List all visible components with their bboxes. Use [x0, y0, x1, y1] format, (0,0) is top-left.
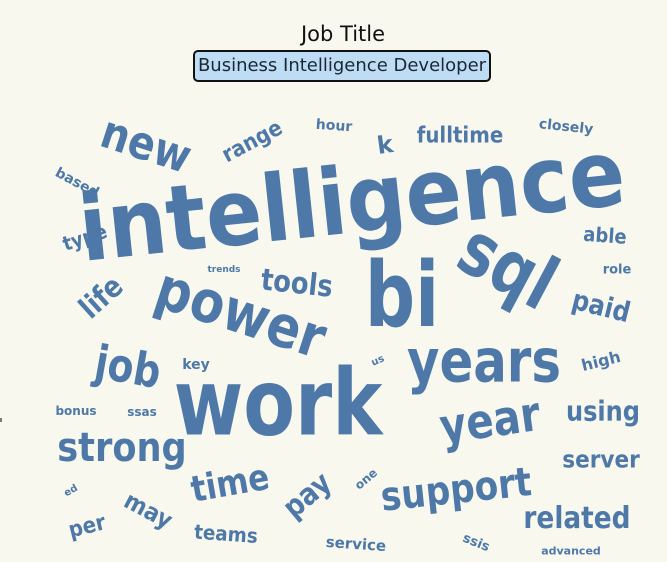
word: ssas	[127, 405, 157, 419]
word: related	[523, 500, 630, 535]
word: fulltime	[417, 122, 504, 147]
word: tools	[259, 262, 334, 305]
word: advanced	[541, 545, 601, 558]
word: job	[89, 335, 165, 400]
word: ed	[62, 483, 80, 500]
word: pay	[276, 465, 338, 525]
word: service	[325, 533, 387, 555]
word: high	[579, 347, 622, 375]
word: us	[370, 353, 386, 368]
word: key	[182, 357, 210, 373]
word: able	[583, 223, 628, 249]
word: support	[378, 458, 533, 521]
word: closely	[538, 116, 594, 138]
word: paid	[568, 284, 633, 329]
word: using	[566, 396, 640, 428]
word: one	[352, 466, 380, 493]
word: work	[174, 349, 385, 456]
word: bonus	[55, 404, 96, 418]
word: bi	[365, 244, 439, 349]
word: ssis	[460, 531, 492, 555]
edge-mark	[0, 418, 2, 422]
page-title: Job Title	[300, 22, 386, 46]
word: strong	[57, 424, 187, 471]
word: teams	[193, 520, 258, 548]
word: server	[562, 446, 640, 473]
word: role	[603, 263, 632, 278]
word: k	[375, 130, 396, 160]
word: per	[66, 509, 109, 543]
word: may	[119, 487, 177, 535]
word: hour	[315, 117, 353, 136]
word: years	[407, 327, 561, 397]
word: year	[436, 387, 544, 456]
job-title-dropdown[interactable]: Business Intelligence Developer	[193, 50, 491, 82]
word: time	[188, 456, 273, 511]
word: trends	[207, 265, 240, 275]
